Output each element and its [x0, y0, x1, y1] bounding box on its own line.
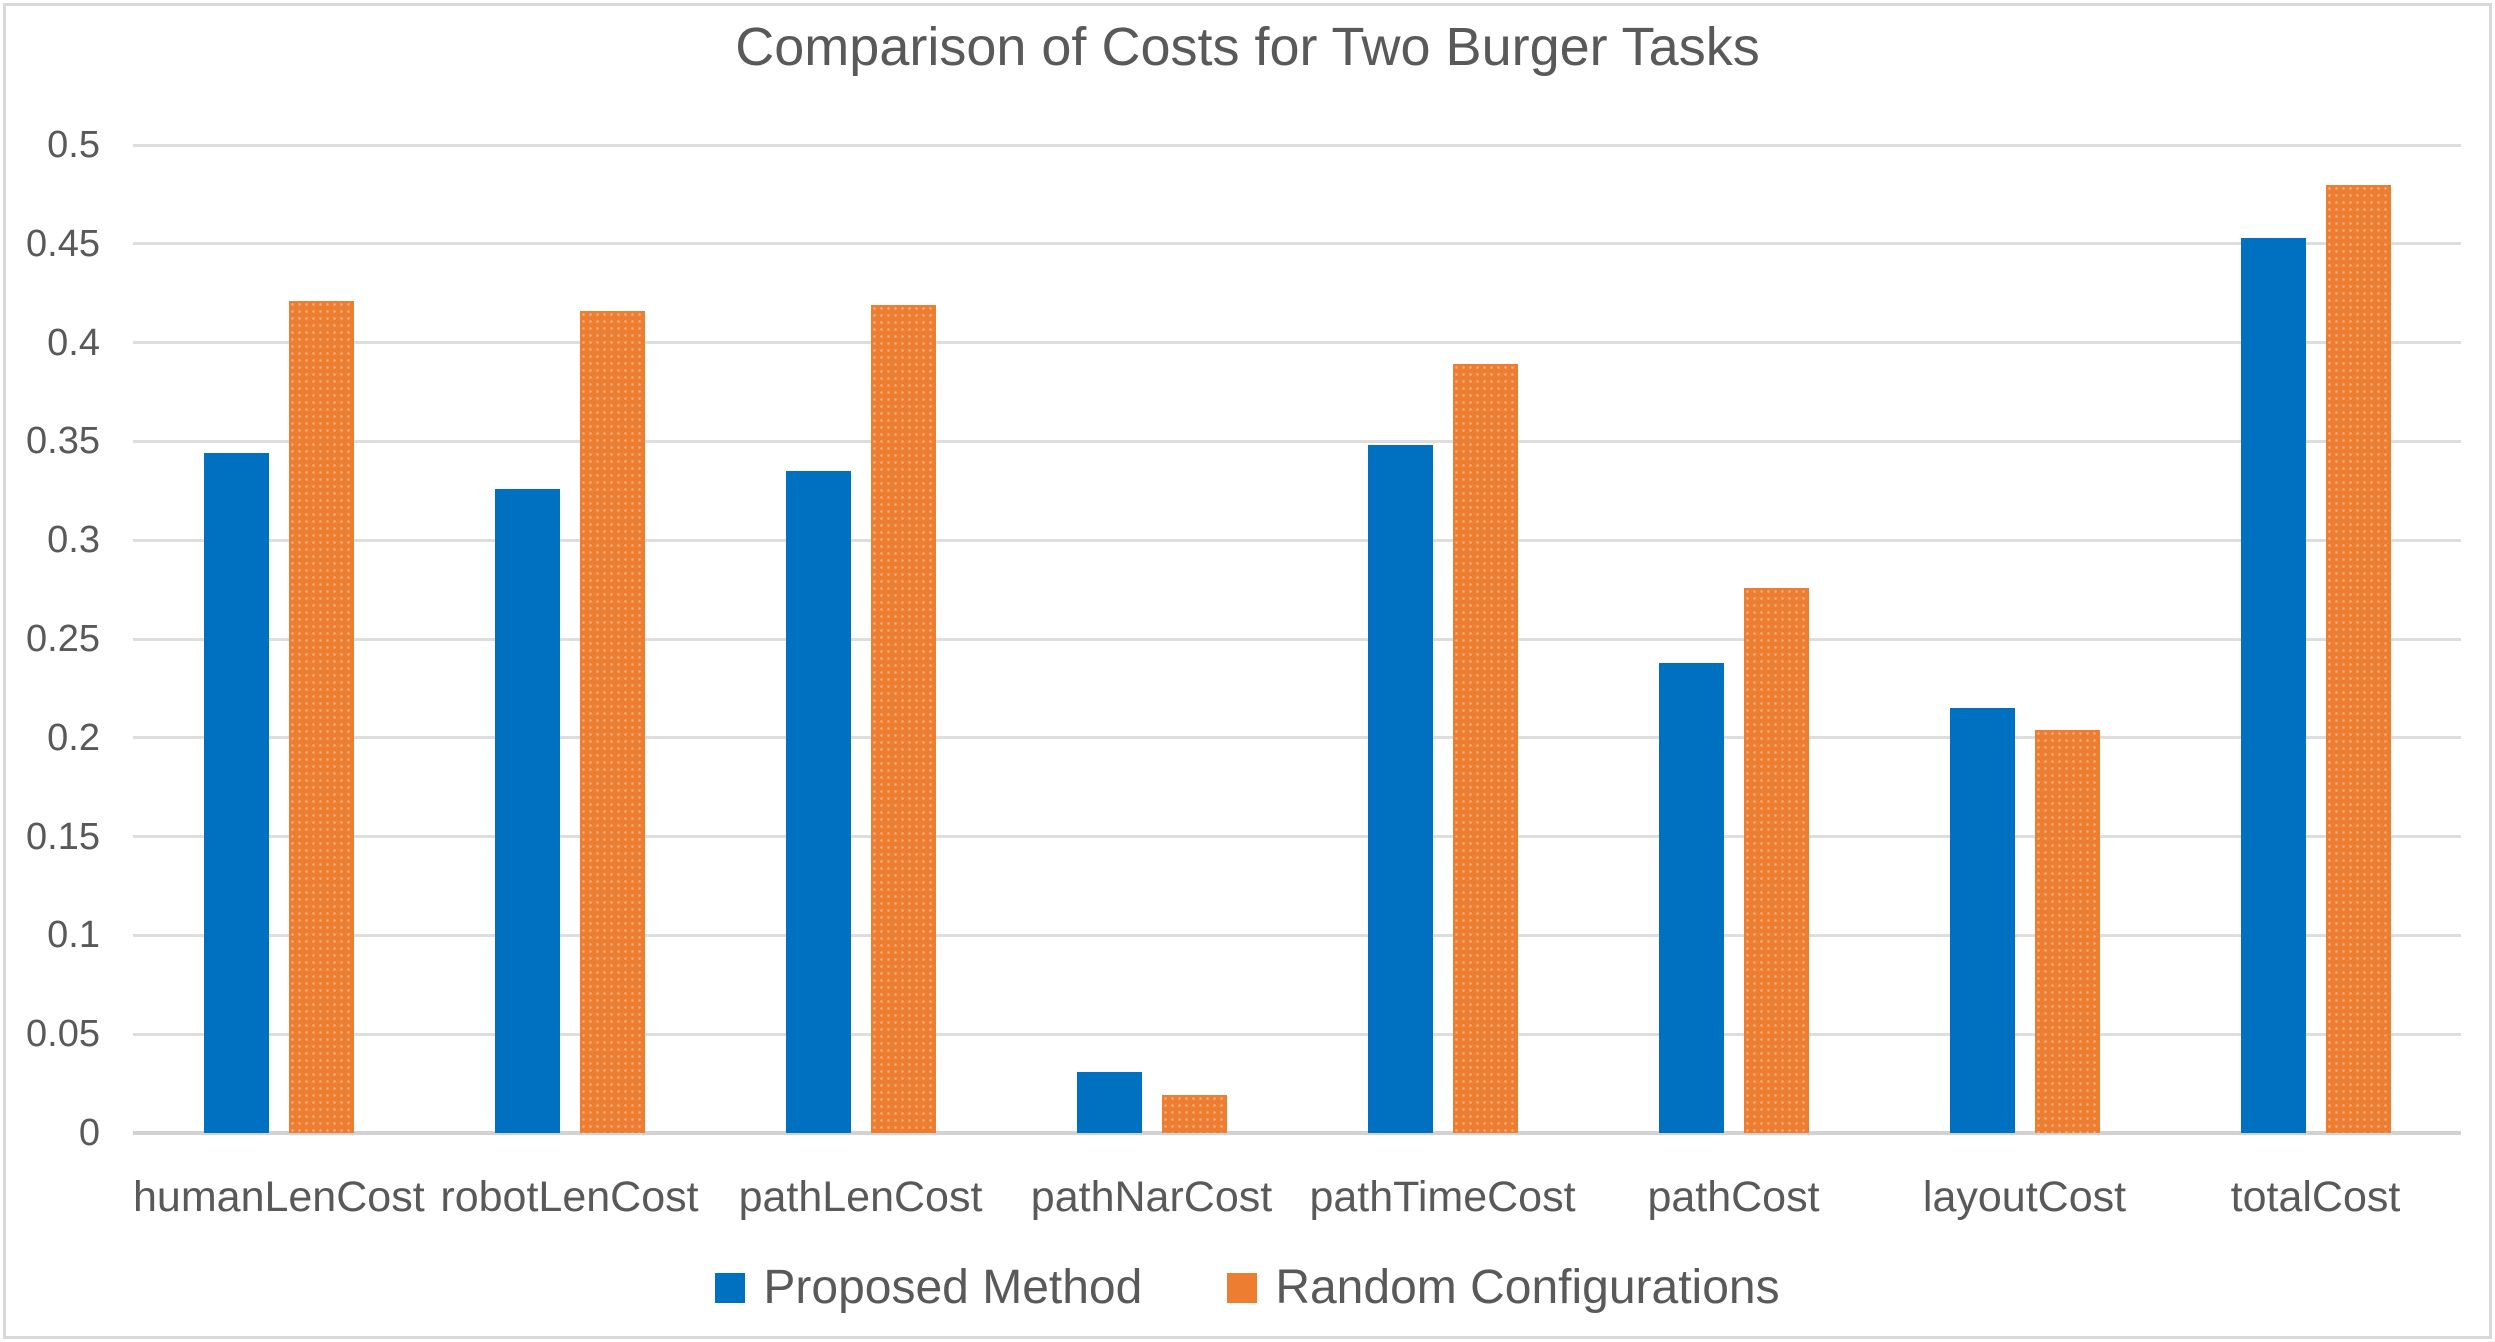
gridline	[133, 933, 2461, 937]
legend-item-proposed-method: Proposed Method	[715, 1258, 1142, 1318]
bar-totalCost-series0	[2240, 237, 2306, 1133]
x-category-label: pathCost	[1647, 1173, 1820, 1221]
bar-pathTimeCost-series1	[1452, 364, 1518, 1133]
y-tick-label: 0.5	[47, 124, 100, 166]
bar-totalCost-series1	[2325, 184, 2391, 1133]
chart-title: Comparison of Costs for Two Burger Tasks	[735, 17, 1760, 77]
legend-swatch	[715, 1273, 746, 1303]
y-tick-label: 0.4	[47, 321, 100, 364]
bar-pathCost-series1	[1743, 587, 1809, 1133]
gridline	[133, 538, 2461, 542]
x-category-label: layoutCost	[1922, 1173, 2127, 1221]
legend-swatch	[1227, 1273, 1258, 1303]
x-category-label: humanLenCost	[133, 1173, 425, 1221]
bar-pathLenCost-series1	[870, 305, 936, 1133]
gridline	[133, 637, 2461, 641]
bar-pathTimeCost-series0	[1367, 445, 1433, 1133]
y-tick-label: 0	[78, 1112, 100, 1154]
chart-border	[3, 3, 2492, 1339]
x-category-label: pathNarCost	[1030, 1173, 1273, 1221]
bar-robotLenCost-series1	[579, 310, 645, 1133]
gridline	[133, 736, 2461, 740]
bar-robotLenCost-series0	[494, 488, 560, 1133]
x-category-label: robotLenCost	[440, 1173, 699, 1221]
gridline	[133, 341, 2461, 345]
bar-pathNarCost-series0	[1076, 1071, 1142, 1133]
legend-label: Random Configurations	[1275, 1261, 1780, 1314]
bar-pathNarCost-series1	[1161, 1095, 1227, 1133]
gridline	[133, 242, 2461, 246]
gridline	[133, 143, 2461, 147]
y-tick-label: 0.35	[26, 420, 100, 463]
legend: Proposed Method Random Configurations	[0, 1258, 2495, 1318]
y-tick-label: 0.1	[47, 914, 100, 957]
gridline	[133, 835, 2461, 839]
gridline	[133, 1032, 2461, 1036]
legend-label: Proposed Method	[763, 1261, 1143, 1314]
y-tick-label: 0.2	[47, 716, 100, 759]
bar-humanLenCost-series1	[288, 301, 354, 1133]
bar-pathLenCost-series0	[785, 471, 851, 1133]
y-tick-label: 0.05	[26, 1013, 100, 1056]
bar-pathCost-series0	[1658, 662, 1724, 1133]
y-tick-label: 0.25	[26, 618, 100, 660]
bar-humanLenCost-series0	[203, 453, 269, 1133]
x-axis-line	[133, 1131, 2461, 1135]
bar-layoutCost-series1	[2034, 729, 2100, 1133]
legend-item-random-configurations: Random Configurations	[1227, 1258, 1780, 1318]
x-category-label: pathLenCost	[738, 1173, 983, 1221]
bar-layoutCost-series0	[1949, 708, 2015, 1133]
x-category-label: pathTimeCost	[1309, 1173, 1576, 1221]
gridline	[133, 439, 2461, 443]
y-tick-label: 0.45	[26, 222, 100, 265]
x-category-label: totalCost	[2230, 1173, 2401, 1221]
y-tick-label: 0.15	[26, 815, 100, 858]
y-tick-label: 0.3	[47, 519, 100, 562]
